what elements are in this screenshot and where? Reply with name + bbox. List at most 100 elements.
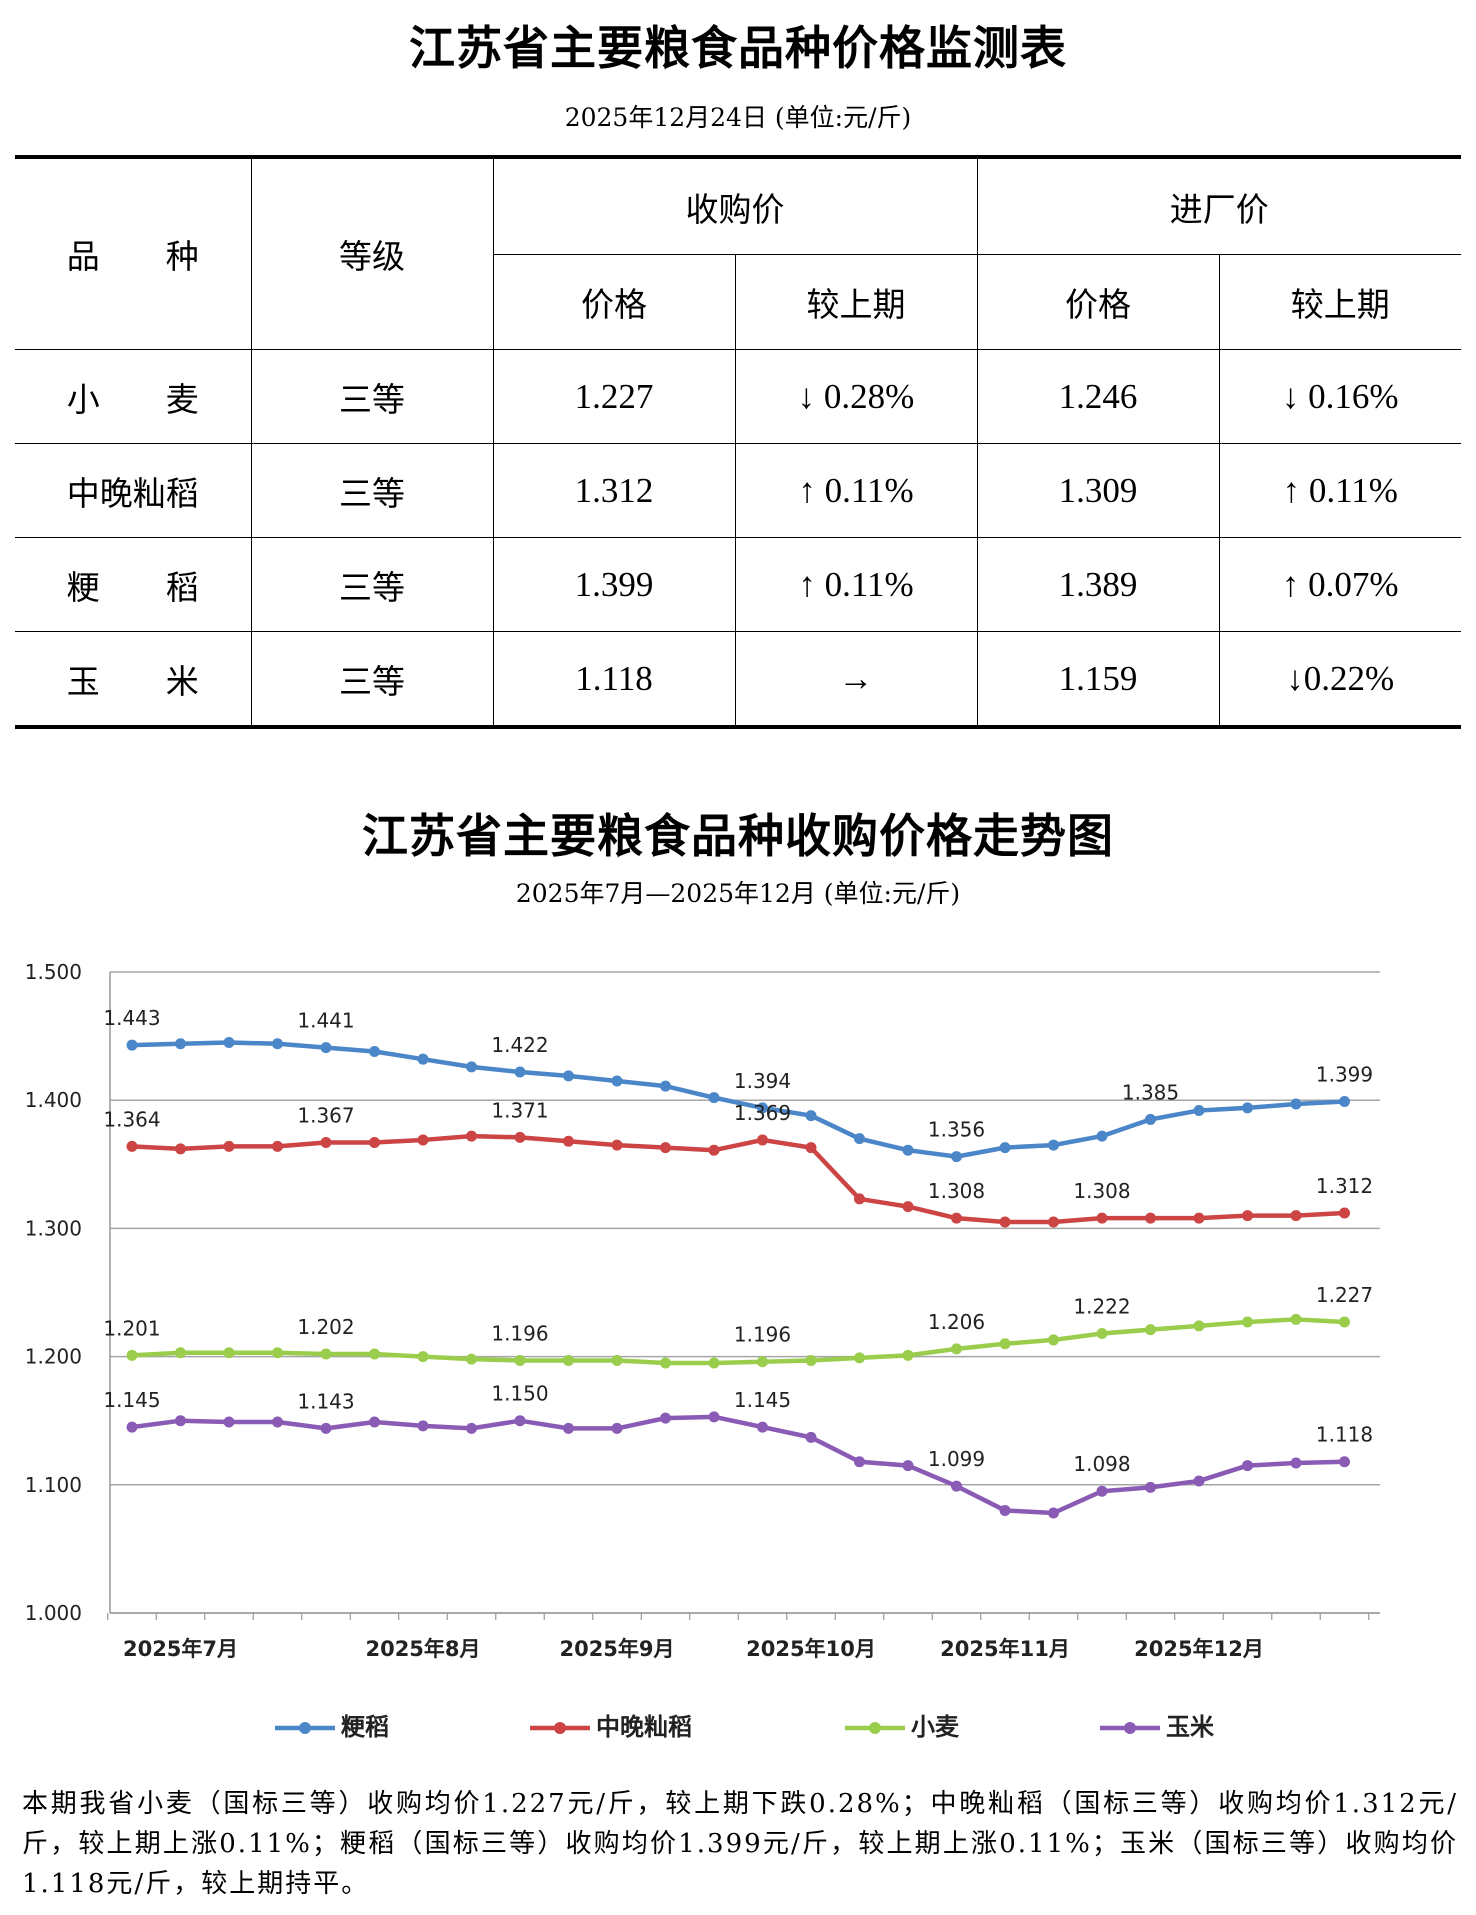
- chart-title: 江苏省主要粮食品种收购价格走势图: [362, 809, 1114, 863]
- data-point: [660, 1142, 671, 1154]
- data-point: [1339, 1316, 1350, 1328]
- header-change: 较上期: [1218, 254, 1461, 350]
- data-point: [417, 1053, 429, 1065]
- data-label: 1.196: [734, 1323, 791, 1347]
- data-label: 1.145: [734, 1388, 791, 1412]
- data-point: [369, 1416, 380, 1428]
- data-point: [417, 1134, 429, 1146]
- data-point: [1193, 1475, 1205, 1487]
- header-change: 较上期: [734, 254, 978, 350]
- header-price: 价格: [976, 254, 1220, 350]
- factory-change: ↑ 0.11%: [1218, 443, 1461, 538]
- data-point: [1339, 1095, 1350, 1107]
- purchase-change: ↓ 0.28%: [734, 349, 978, 444]
- variety-name: 玉 米: [15, 631, 252, 729]
- data-label: 1.422: [491, 1033, 548, 1057]
- data-point: [563, 1070, 574, 1082]
- data-point: [126, 1140, 138, 1152]
- data-label: 1.441: [297, 1009, 354, 1033]
- data-point: [1290, 1457, 1302, 1469]
- y-tick-label: 1.300: [25, 1216, 82, 1240]
- data-point: [1096, 1130, 1108, 1142]
- x-tick-label: 2025年9月: [559, 1637, 674, 1661]
- legend-label: 玉米: [1166, 1713, 1214, 1741]
- data-point: [175, 1038, 186, 1050]
- grade: 三等: [250, 631, 494, 729]
- data-point: [611, 1139, 623, 1151]
- data-point: [999, 1142, 1011, 1154]
- data-point: [902, 1201, 914, 1213]
- table-row: 粳 稻 三等 1.399 ↑ 0.11% 1.389 ↑ 0.07%: [15, 537, 1461, 632]
- data-point: [175, 1143, 186, 1155]
- data-point: [1339, 1456, 1350, 1468]
- purchase-price: 1.227: [492, 349, 736, 444]
- data-point: [1145, 1481, 1156, 1493]
- data-point: [223, 1037, 235, 1049]
- data-point: [1145, 1113, 1156, 1125]
- data-point: [1290, 1098, 1302, 1110]
- data-point: [1096, 1328, 1108, 1340]
- series-line: [131, 1414, 1345, 1516]
- header-price: 价格: [493, 254, 736, 350]
- x-tick-label: 2025年10月: [746, 1637, 876, 1661]
- data-point: [1096, 1485, 1108, 1497]
- data-point: [514, 1415, 526, 1427]
- data-point: [369, 1348, 380, 1360]
- factory-change: ↓0.22%: [1218, 631, 1461, 729]
- data-point: [902, 1349, 914, 1361]
- data-point: [999, 1504, 1011, 1516]
- data-point: [369, 1137, 380, 1149]
- data-point: [854, 1193, 865, 1205]
- data-point: [951, 1480, 962, 1492]
- data-label: 1.118: [1316, 1423, 1373, 1447]
- data-label: 1.369: [734, 1101, 791, 1125]
- data-point: [1193, 1212, 1205, 1224]
- data-point: [708, 1357, 720, 1369]
- data-point: [805, 1354, 817, 1366]
- purchase-price: 1.312: [492, 443, 736, 538]
- data-point: [1242, 1210, 1253, 1222]
- legend-marker: [1124, 1722, 1136, 1734]
- variety-name: 中晚籼稻: [15, 443, 252, 538]
- data-point: [611, 1075, 623, 1087]
- summary-text: 本期我省小麦（国标三等）收购均价1.227元/斤，较上期下跌0.28%；中晚籼稻…: [22, 1789, 1458, 1899]
- data-point: [1096, 1212, 1108, 1224]
- data-label: 1.196: [491, 1321, 548, 1345]
- x-tick-label: 2025年12月: [1134, 1637, 1264, 1661]
- factory-price: 1.309: [976, 443, 1220, 538]
- data-point: [854, 1456, 865, 1468]
- data-point: [805, 1110, 817, 1122]
- data-point: [805, 1142, 817, 1154]
- data-point: [320, 1042, 332, 1054]
- data-label: 1.308: [928, 1179, 985, 1203]
- data-point: [999, 1338, 1011, 1350]
- data-point: [660, 1412, 671, 1424]
- data-point: [223, 1416, 235, 1428]
- variety-name: 小 麦: [15, 349, 252, 444]
- data-label: 1.145: [103, 1388, 160, 1412]
- data-point: [1193, 1104, 1205, 1116]
- legend-marker: [869, 1722, 881, 1734]
- data-point: [175, 1347, 186, 1359]
- data-point: [1242, 1460, 1253, 1472]
- data-point: [514, 1131, 526, 1143]
- data-point: [1290, 1313, 1302, 1325]
- data-point: [223, 1140, 235, 1152]
- series-line: [131, 1133, 1345, 1225]
- data-label: 1.443: [103, 1006, 160, 1030]
- purchase-change: →: [734, 631, 978, 729]
- data-point: [902, 1460, 914, 1472]
- data-label: 1.143: [297, 1389, 354, 1413]
- data-label: 1.364: [103, 1107, 160, 1131]
- data-point: [417, 1351, 429, 1363]
- purchase-change: ↑ 0.11%: [734, 443, 978, 538]
- grade: 三等: [250, 349, 494, 444]
- data-point: [1048, 1507, 1059, 1519]
- data-point: [563, 1135, 574, 1147]
- header-factory-price: 进厂价: [976, 155, 1461, 255]
- price-trend-chart: 1.000 1.100 1.200 1.300 1.400 1.500 2025年7月 202…: [25, 960, 1380, 1741]
- data-point: [369, 1045, 380, 1057]
- y-tick-label: 1.500: [25, 960, 82, 984]
- data-label: 1.206: [928, 1310, 985, 1334]
- data-point: [951, 1343, 962, 1355]
